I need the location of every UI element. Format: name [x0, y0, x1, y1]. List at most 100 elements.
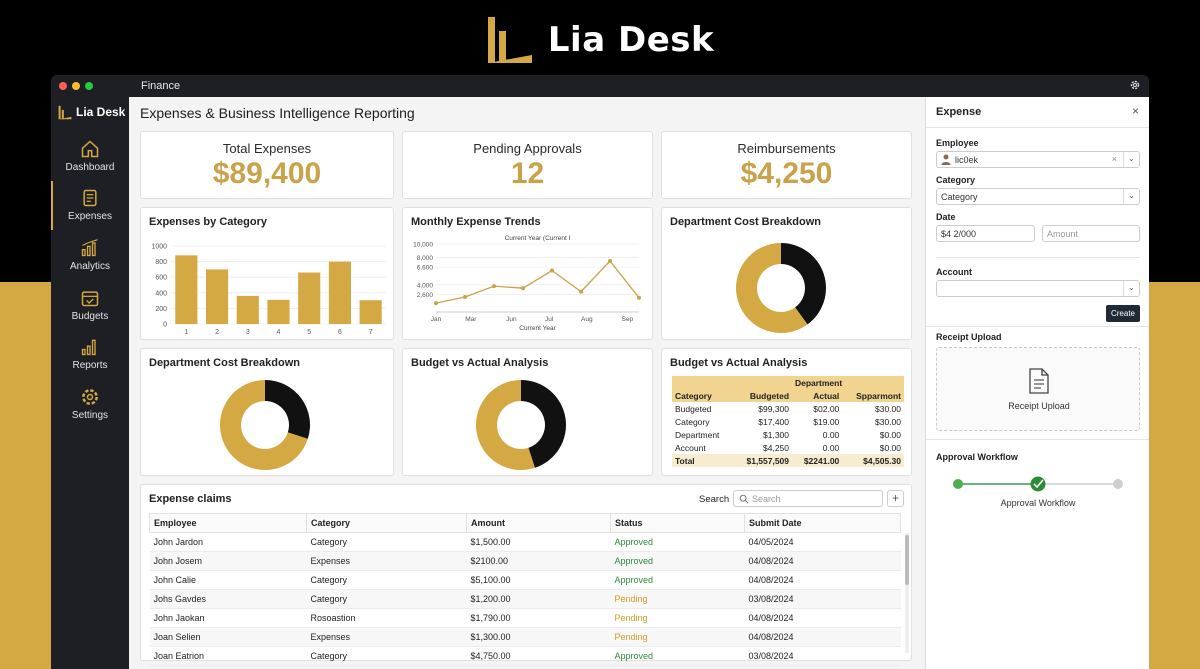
- sidebar-item-label: Budgets: [71, 310, 109, 322]
- table-header: Actual: [792, 389, 843, 402]
- budget-table: Department Category Budgeted Actual Sppa…: [672, 376, 904, 467]
- table-cell: 0.00: [822, 442, 840, 453]
- table-cell: $2241.00: [792, 454, 843, 467]
- chart-subtitle: Current Year (Current I: [505, 235, 571, 242]
- sidebar-item-dashboard[interactable]: Dashboard: [51, 131, 129, 181]
- chart-card-monthly-trends: Monthly Expense Trends Current Year (Cur…: [402, 207, 653, 340]
- sidebar-item-reports[interactable]: Reports: [51, 329, 129, 379]
- bar: [267, 299, 290, 324]
- chart-title: Expenses by Category: [149, 216, 267, 228]
- table-cell: $1,557,509: [733, 454, 793, 467]
- sidebar-item-analytics[interactable]: Analytics: [51, 230, 129, 280]
- close-window-button[interactable]: [59, 82, 67, 90]
- date-field[interactable]: $4 2/000: [936, 225, 1035, 242]
- employee-select[interactable]: lic⁢0ek × ⌄: [936, 151, 1140, 168]
- cell-status: Pending: [610, 589, 745, 609]
- table-cell: $4,505.30: [842, 454, 904, 467]
- series-line: [435, 260, 640, 304]
- clear-icon[interactable]: ×: [1111, 154, 1117, 164]
- table-row[interactable]: John Jardon Category $1,500.00 Approved 04/0…: [149, 532, 901, 552]
- table-row[interactable]: Joan Eatrion Category $4,750.00 Approved 03/…: [149, 646, 901, 666]
- sidebar-item-budgets[interactable]: Budgets: [51, 280, 129, 330]
- data-point: [463, 295, 467, 300]
- cell-amount: $1,500.00: [466, 532, 611, 552]
- table-row[interactable]: Johs Gavdes Category $1,200.00 Pending 03/08…: [149, 589, 901, 609]
- account-label: Account: [936, 267, 972, 277]
- table-row[interactable]: John Jaokan Rosoastion $1,790.00 Pending 04/…: [149, 608, 901, 628]
- scrollbar-track[interactable]: [905, 533, 909, 653]
- cell-employee: John Josem: [149, 551, 307, 571]
- workflow-step-2[interactable]: [1030, 476, 1046, 492]
- receipt-title: Receipt Upload: [936, 332, 1002, 342]
- gear-icon: [82, 388, 98, 405]
- kpi-label: Reimbursements: [737, 141, 836, 156]
- main-content: Expenses & Business Intelligence Reporti…: [129, 97, 925, 669]
- x-tick-label: Jul: [545, 316, 554, 323]
- donut-slice: [220, 380, 308, 470]
- cell-date: 04/08/2024: [744, 551, 901, 571]
- receipt-dropzone[interactable]: Receipt Upload: [936, 347, 1140, 431]
- check-icon: [1033, 479, 1044, 489]
- category-select[interactable]: Category ⌄: [936, 188, 1140, 205]
- chart-card-expenses-by-category: Expenses by Category 0 200 400 600 800 1000 1 2…: [140, 207, 394, 340]
- maximize-window-button[interactable]: [85, 82, 93, 90]
- data-point: [434, 301, 438, 306]
- bar: [298, 272, 321, 324]
- create-button[interactable]: Create: [1106, 305, 1140, 322]
- cell-status: Approved: [610, 570, 745, 590]
- bar: [236, 295, 259, 324]
- table-row[interactable]: John Calie Category $5,100.00 Approved 04/08…: [149, 570, 901, 590]
- scrollbar-thumb[interactable]: [905, 535, 909, 585]
- column-header-status[interactable]: Status: [610, 513, 745, 533]
- minimize-window-button[interactable]: [72, 82, 80, 90]
- cell-employee: John Jaokan: [149, 608, 307, 628]
- column-header-category[interactable]: Category: [306, 513, 467, 533]
- table-cell: $99,300: [758, 403, 790, 414]
- y-tick-label: 0: [163, 322, 167, 329]
- claims-table: Employee Category Amount Status Submit D…: [149, 513, 901, 666]
- sidebar: Lia Desk Dashboard Expenses: [51, 97, 129, 669]
- cell-date: 04/08/2024: [744, 627, 901, 647]
- kpi-value: 12: [510, 157, 545, 190]
- chevron-down-icon[interactable]: ⌄: [1123, 281, 1139, 296]
- chart-card-budget-vs-actual: Budget vs Actual Analysis: [402, 348, 653, 476]
- workflow-step-3[interactable]: [1113, 479, 1123, 489]
- kpi-card-reimbursements: Reimbursements $4,250: [661, 131, 912, 199]
- close-panel-button[interactable]: ×: [1131, 104, 1139, 118]
- search-input[interactable]: Search: [733, 490, 883, 507]
- table-row[interactable]: John Josem Expenses $2100.00 Approved 04/08/…: [149, 551, 901, 571]
- x-tick-label: 5: [307, 329, 311, 336]
- bar-chart: 0 200 400 600 800 1000 1 2 3 4 5 6 7: [151, 244, 386, 336]
- search-placeholder: Search: [752, 494, 781, 504]
- sidebar-item-expenses[interactable]: Expenses: [51, 180, 129, 231]
- table-cell: $0.00: [879, 442, 901, 453]
- workflow-step-1[interactable]: [953, 479, 963, 489]
- sidebar-logo: Lia Desk: [51, 97, 129, 123]
- donut-slice: [476, 380, 535, 470]
- data-point: [492, 284, 496, 289]
- account-select[interactable]: ⌄: [936, 280, 1140, 297]
- search-label: Search: [699, 494, 730, 505]
- column-header-employee[interactable]: Employee: [149, 513, 307, 533]
- column-header-submit-date[interactable]: Submit Date: [744, 513, 901, 533]
- add-claim-button[interactable]: +: [887, 490, 904, 507]
- column-header-amount[interactable]: Amount: [466, 513, 611, 533]
- chevron-down-icon[interactable]: ⌄: [1123, 189, 1139, 204]
- sidebar-item-settings[interactable]: Settings: [51, 379, 129, 429]
- chart-title: Budget vs Actual Analysis: [670, 357, 808, 369]
- table-row[interactable]: Joan Selien Expenses $1,300.00 Pending 04/08…: [149, 627, 901, 647]
- chevron-down-icon[interactable]: ⌄: [1123, 152, 1139, 167]
- amount-field[interactable]: Amount: [1042, 225, 1140, 242]
- bar: [359, 300, 382, 324]
- bar: [206, 269, 229, 324]
- gear-icon[interactable]: [1129, 79, 1141, 91]
- date-value: $4 2/000: [941, 229, 977, 239]
- home-icon: [81, 140, 99, 158]
- expense-claims-card: Expense claims Search Search + Employee …: [140, 484, 912, 666]
- sidebar-item-label: Reports: [72, 360, 108, 372]
- x-tick-label: Aug: [581, 316, 593, 323]
- window-controls: [59, 82, 93, 90]
- category-value: Category: [941, 192, 978, 202]
- data-point: [550, 268, 554, 273]
- y-tick-label: 800: [155, 259, 167, 266]
